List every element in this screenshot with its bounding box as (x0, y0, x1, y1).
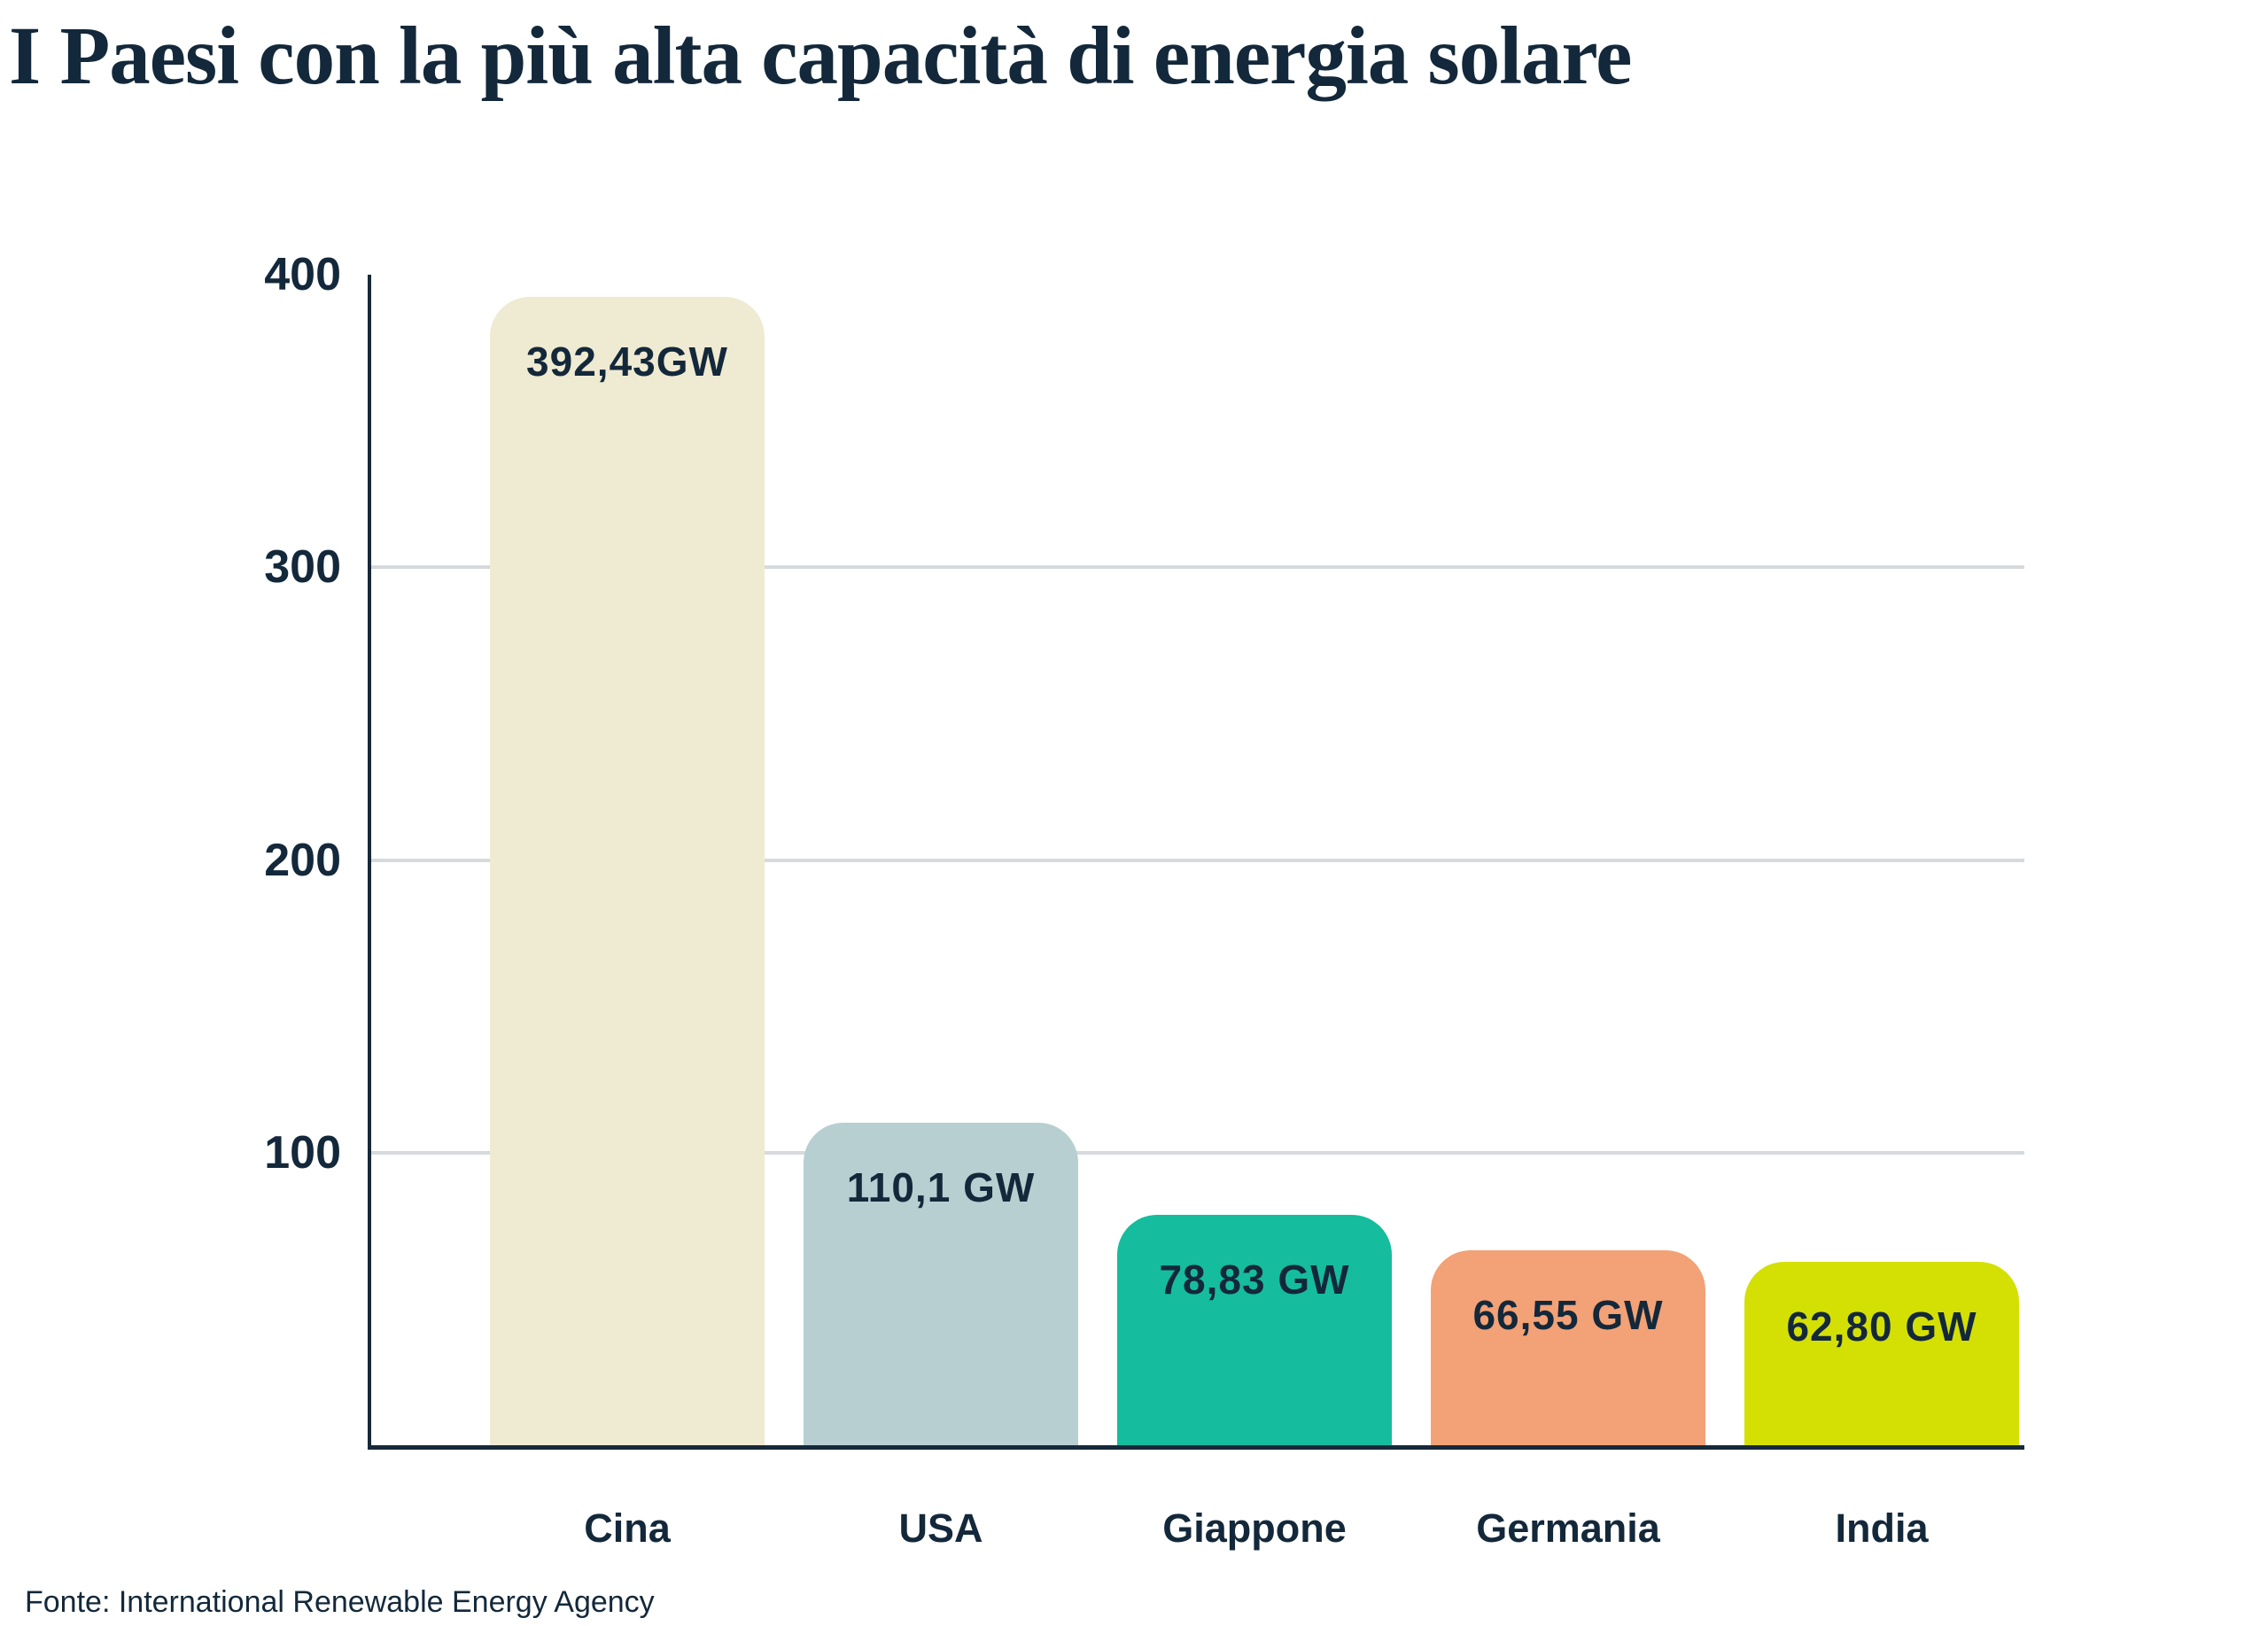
bar-value-label-cina: 392,43GW (526, 338, 728, 385)
bar-cina: 392,43GW (490, 297, 765, 1445)
bar-india: 62,80 GW (1744, 1261, 2019, 1445)
gridline-300 (371, 565, 2024, 570)
x-axis-line (368, 1445, 2024, 1450)
bar-value-label-germania: 66,55 GW (1472, 1292, 1664, 1339)
bar-germania: 66,55 GW (1431, 1250, 1705, 1445)
x-label-germania: Germania (1476, 1505, 1660, 1551)
bar-value-label-usa: 110,1 GW (846, 1164, 1036, 1211)
x-label-usa: USA (898, 1505, 983, 1551)
y-tick-100: 100 (264, 1126, 341, 1179)
bar-value-label-giappone: 78,83 GW (1159, 1256, 1350, 1303)
x-label-cina: Cina (584, 1505, 671, 1551)
bar-value-label-india: 62,80 GW (1786, 1303, 1977, 1350)
gridline-100 (371, 1150, 2024, 1155)
x-label-india: India (1835, 1505, 1929, 1551)
plot-area: 392,43GW 110,1 GW 78,83 GW 66,55 GW 62,80 GW (368, 275, 2024, 1450)
x-label-giappone: Giappone (1162, 1505, 1347, 1551)
y-axis-line (368, 275, 371, 1450)
gridline-200 (371, 858, 2024, 862)
source-note: Fonte: International Renewable Energy Ag… (25, 1585, 655, 1619)
bar-usa: 110,1 GW (804, 1123, 1078, 1445)
chart-title: I Paesi con la più alta capacità di ener… (9, 11, 1632, 102)
y-tick-200: 200 (264, 834, 341, 886)
y-tick-300: 300 (264, 541, 341, 594)
y-tick-400: 400 (264, 249, 341, 300)
bar-giappone: 78,83 GW (1117, 1214, 1392, 1445)
